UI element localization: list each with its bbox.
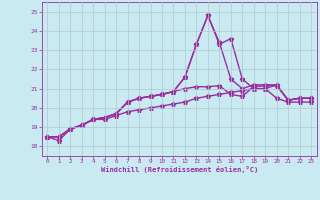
- X-axis label: Windchill (Refroidissement éolien,°C): Windchill (Refroidissement éolien,°C): [100, 166, 258, 173]
